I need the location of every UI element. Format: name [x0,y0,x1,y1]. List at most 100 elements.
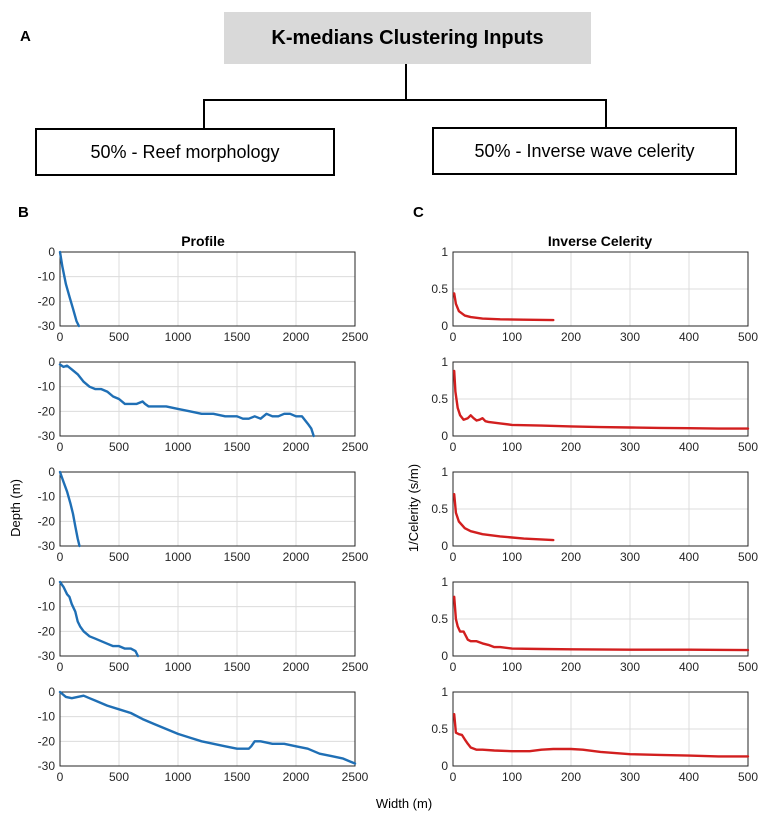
profile-4-x-tick-label: 1000 [165,660,192,674]
profile-1-x-tick-label: 1000 [165,330,192,344]
profile-5-x-tick-label: 1500 [224,770,251,784]
celerity-1-x-tick-label: 0 [450,330,457,344]
celerity-1-y-tick-label: 0.5 [431,282,448,296]
celerity-4-axes-frame [452,581,749,657]
profile-1-x-tick-label: 2500 [342,330,369,344]
celerity-5-x-tick-label: 300 [620,770,640,784]
celerity-3-x-tick-label: 400 [679,550,699,564]
celerity-4-y-tick-label: 0 [441,649,448,663]
celerity-3-x-tick-label: 200 [561,550,581,564]
tree-crossbar [203,99,607,101]
profile-4-x-tick-label: 2500 [342,660,369,674]
celerity-4-series-line [453,595,750,652]
profile-column-title: Profile [181,233,225,249]
profile-2-x-tick-label: 2000 [283,440,310,454]
profile-2-y-tick-label: -20 [38,404,56,418]
celerity-3-x-tick-label: 100 [502,550,522,564]
celerity-5-axes-frame [452,691,749,767]
profile-1-y-tick-label: -30 [38,319,56,333]
celerity-2-x-tick-label: 300 [620,440,640,454]
panel-label-c: C [413,204,424,221]
celerity-5-x-tick-label: 200 [561,770,581,784]
profile-1-x-tick-label: 0 [57,330,64,344]
celerity-2-x-tick-label: 200 [561,440,581,454]
celerity-5-x-tick-label: 100 [502,770,522,784]
celerity-5-x-tick-label: 0 [450,770,457,784]
profile-1-y-tick-label: -10 [38,270,56,284]
clustering-inputs-title: K-medians Clustering Inputs [224,12,591,64]
profile-5-x-tick-label: 500 [109,770,129,784]
profile-1-axes-frame [59,251,356,327]
celerity-5-y-tick-label: 1 [441,685,448,699]
profile-1-x-tick-label: 1500 [224,330,251,344]
celerity-4-x-tick-label: 200 [561,660,581,674]
tree-right-drop [605,99,607,129]
celerity-1-x-tick-label: 100 [502,330,522,344]
celerity-3-x-tick-label: 300 [620,550,640,564]
profile-3-x-tick-label: 2000 [283,550,310,564]
profile-5-y-tick-label: -30 [38,759,56,773]
celerity-5-series-line [453,713,750,758]
profile-3-y-tick-label: -20 [38,514,56,528]
profile-2-series-line [58,363,315,438]
celerity-2-axes-frame [452,361,749,437]
profile-2-y-tick-label: 0 [48,355,55,369]
profile-4-y-tick-label: -10 [38,600,56,614]
celerity-1-x-tick-label: 300 [620,330,640,344]
profile-4-x-tick-label: 1500 [224,660,251,674]
celerity-1-y-tick-label: 0 [441,319,448,333]
celerity-4-x-tick-label: 100 [502,660,522,674]
profile-y-axis-label: Depth (m) [8,479,23,537]
celerity-2-y-tick-label: 0.5 [431,392,448,406]
celerity-4-x-tick-label: 0 [450,660,457,674]
celerity-5-x-tick-label: 400 [679,770,699,784]
celerity-2-x-tick-label: 0 [450,440,457,454]
profile-1-series-line [58,250,81,328]
profile-3-axes-frame [59,471,356,547]
profile-1-y-tick-label: 0 [48,245,55,259]
celerity-4-x-tick-label: 300 [620,660,640,674]
celerity-5-x-tick-label: 500 [738,770,758,784]
shared-x-axis-label: Width (m) [376,796,432,811]
celerity-1-x-tick-label: 200 [561,330,581,344]
profile-3-series-line [58,470,81,548]
profile-2-x-tick-label: 500 [109,440,129,454]
celerity-3-x-tick-label: 0 [450,550,457,564]
profile-3-x-tick-label: 1500 [224,550,251,564]
celerity-2-y-tick-label: 1 [441,355,448,369]
profile-5-y-tick-label: -10 [38,710,56,724]
profile-4-y-tick-label: -30 [38,649,56,663]
profile-3-x-tick-label: 2500 [342,550,369,564]
profile-5-x-tick-label: 1000 [165,770,192,784]
celerity-2-x-tick-label: 400 [679,440,699,454]
celerity-1-axes-frame [452,251,749,327]
celerity-3-series-line [453,493,555,542]
profile-5-series-line [58,690,357,765]
celerity-1-y-tick-label: 1 [441,245,448,259]
profile-3-y-tick-label: 0 [48,465,55,479]
panel-label-a: A [20,28,31,45]
celerity-2-x-tick-label: 100 [502,440,522,454]
profile-4-axes-frame [59,581,356,657]
profile-4-x-tick-label: 2000 [283,660,310,674]
profile-4-y-tick-label: 0 [48,575,55,589]
celerity-1-x-tick-label: 500 [738,330,758,344]
profile-5-x-tick-label: 0 [57,770,64,784]
profile-4-x-tick-label: 500 [109,660,129,674]
celerity-5-y-tick-label: 0 [441,759,448,773]
celerity-1-series-line [453,292,555,322]
profile-2-x-tick-label: 1000 [165,440,192,454]
profile-5-axes-frame [59,691,356,767]
profile-1-x-tick-label: 2000 [283,330,310,344]
profile-3-x-tick-label: 1000 [165,550,192,564]
celerity-4-x-tick-label: 500 [738,660,758,674]
reef-morphology-input-box: 50% - Reef morphology [35,128,335,176]
celerity-4-y-tick-label: 0.5 [431,612,448,626]
profile-2-x-tick-label: 0 [57,440,64,454]
celerity-column-title: Inverse Celerity [548,233,652,249]
profile-3-y-tick-label: -30 [38,539,56,553]
celerity-4-x-tick-label: 400 [679,660,699,674]
celerity-4-y-tick-label: 1 [441,575,448,589]
tree-stem [405,64,407,100]
